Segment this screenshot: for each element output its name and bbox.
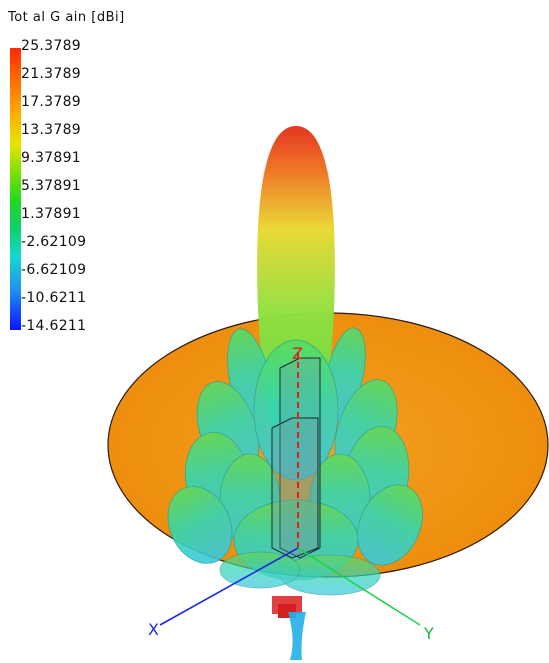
- legend-label: 5.37891: [21, 178, 81, 194]
- legend-labels: 25.3789 21.3789 17.3789 13.3789 9.37891 …: [21, 38, 131, 338]
- legend-label: 1.37891: [21, 206, 81, 222]
- legend-label: 17.3789: [21, 94, 81, 110]
- legend-label: -2.62109: [21, 234, 87, 250]
- axes: [159, 350, 421, 626]
- legend-title: Tot al G ain [dBi]: [8, 10, 125, 25]
- legend-label: 9.37891: [21, 150, 81, 166]
- legend-label: 21.3789: [21, 66, 81, 82]
- legend-label: -10.6211: [21, 290, 87, 306]
- side-lobes: [167, 327, 423, 596]
- lower-lobe: [288, 612, 306, 660]
- x-axis-label: X: [148, 620, 159, 639]
- feed-structure: [271, 357, 321, 559]
- z-axis-label: Z: [292, 344, 303, 363]
- legend-label: -6.62109: [21, 262, 87, 278]
- legend-label: 13.3789: [21, 122, 81, 138]
- legend-label: -14.6211: [21, 318, 87, 334]
- colorbar: [10, 48, 21, 330]
- y-axis-label: Y: [424, 624, 434, 643]
- legend-label: 25.3789: [21, 38, 81, 54]
